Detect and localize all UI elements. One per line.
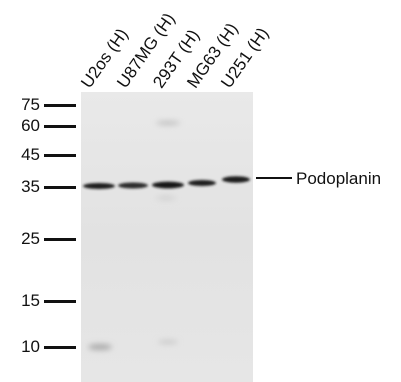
band-lane-2 xyxy=(118,182,148,189)
band-lane-4 xyxy=(188,180,216,186)
faint-band-lane-3-upper xyxy=(156,121,180,125)
marker-tick-35 xyxy=(44,186,76,189)
podoplanin-pointer-line xyxy=(256,177,292,179)
marker-tick-10 xyxy=(44,346,76,349)
marker-label-75: 75 xyxy=(21,95,40,114)
marker-tick-45 xyxy=(44,154,76,157)
marker-label-60: 60 xyxy=(21,116,40,135)
faint-band-lane-1-bottom xyxy=(88,344,112,350)
marker-label-10: 10 xyxy=(21,337,40,356)
marker-tick-25 xyxy=(44,238,76,241)
marker-label-35: 35 xyxy=(21,177,40,196)
faint-band-lane-3-lower xyxy=(156,196,176,200)
marker-label-25: 25 xyxy=(21,229,40,248)
marker-tick-60 xyxy=(44,125,76,128)
band-lane-1 xyxy=(83,183,115,189)
marker-tick-75 xyxy=(44,104,76,107)
marker-label-15: 15 xyxy=(21,291,40,310)
band-lane-3 xyxy=(152,181,184,189)
blot-membrane xyxy=(81,92,253,382)
podoplanin-label: Podoplanin xyxy=(296,169,382,188)
membrane-background xyxy=(81,92,253,382)
marker-tick-15 xyxy=(44,300,76,303)
marker-label-45: 45 xyxy=(21,145,40,164)
band-lane-5 xyxy=(222,176,250,183)
faint-band-lane-3-bottom xyxy=(158,340,178,344)
